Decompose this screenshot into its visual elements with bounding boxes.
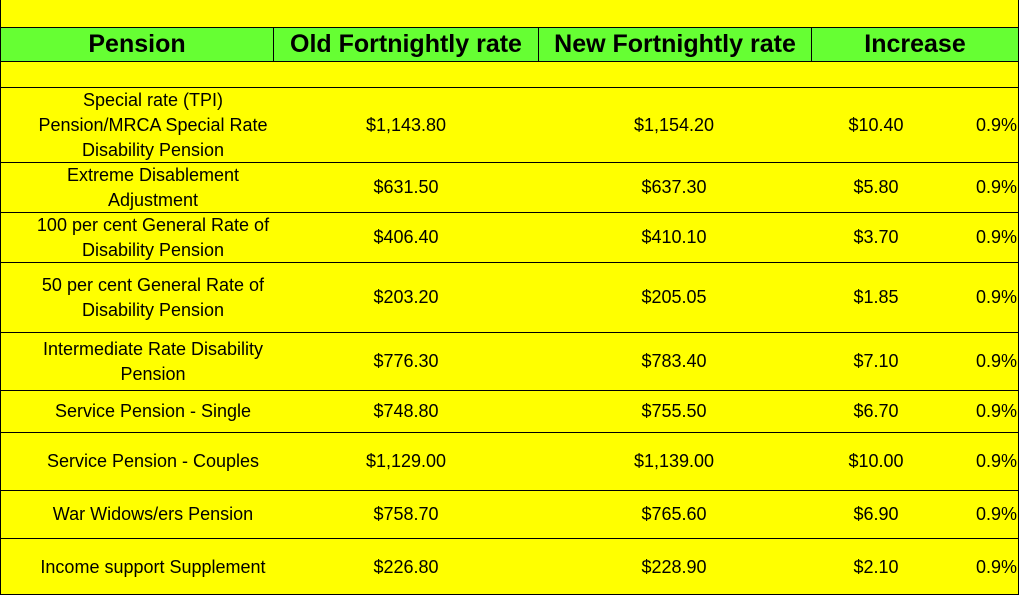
- new-rate-value: $637.30: [641, 177, 707, 197]
- new-rate-value: $205.05: [641, 287, 707, 307]
- increase-percent: 0.9%: [975, 114, 1017, 135]
- increase-value: $10.40: [848, 114, 904, 135]
- increase-percent: 0.9%: [975, 451, 1017, 471]
- header-old-rate: Old Fortnightly rate: [274, 28, 539, 61]
- pension-name: Extreme Disablement Adjustment: [66, 164, 240, 210]
- table-row: Service Pension - Couples $1,129.00 $1,1…: [1, 433, 1018, 491]
- pension-name: Income support Supplement: [40, 556, 266, 577]
- table-row: 100 per cent General Rate of Disability …: [1, 213, 1018, 263]
- table-row: War Widows/ers Pension $758.70 $765.60 $…: [1, 491, 1018, 539]
- header-new-rate: New Fortnightly rate: [539, 28, 812, 61]
- header-increase: Increase: [864, 30, 966, 58]
- new-rate-value: $1,154.20: [633, 114, 715, 135]
- increase-value: $7.10: [853, 351, 899, 371]
- new-rate-value: $410.10: [641, 227, 707, 247]
- blank-row: [1, 61, 1018, 88]
- table-row: 50 per cent General Rate of Disability P…: [1, 263, 1018, 333]
- pension-name: War Widows/ers Pension: [52, 504, 254, 524]
- increase-percent: 0.9%: [975, 556, 1017, 577]
- increase-percent: 0.9%: [975, 351, 1017, 371]
- table-body: Special rate (TPI) Pension/MRCA Special …: [1, 88, 1018, 595]
- increase-value: $3.70: [853, 227, 899, 247]
- old-rate-value: $748.80: [373, 401, 439, 421]
- increase-value: $6.70: [853, 401, 899, 421]
- old-rate-value: $406.40: [373, 227, 439, 247]
- new-rate-value: $765.60: [641, 504, 707, 524]
- increase-percent: 0.9%: [975, 504, 1017, 524]
- table-row: Income support Supplement $226.80 $228.9…: [1, 539, 1018, 595]
- pension-name: 100 per cent General Rate of Disability …: [36, 214, 270, 260]
- pension-name: Service Pension - Single: [54, 401, 252, 421]
- old-rate-value: $776.30: [373, 351, 439, 371]
- increase-value: $2.10: [853, 556, 899, 577]
- pension-name: Service Pension - Couples: [46, 451, 260, 471]
- old-rate-value: $1,143.80: [365, 114, 447, 135]
- increase-value: $5.80: [853, 177, 899, 197]
- table-row: Extreme Disablement Adjustment $631.50 $…: [1, 163, 1018, 213]
- increase-value: $6.90: [853, 504, 899, 524]
- old-rate-value: $226.80: [373, 556, 439, 577]
- new-rate-value: $783.40: [641, 351, 707, 371]
- increase-percent: 0.9%: [975, 401, 1017, 421]
- new-rate-value: $755.50: [641, 401, 707, 421]
- old-rate-value: $631.50: [373, 177, 439, 197]
- old-rate-value: $203.20: [373, 287, 439, 307]
- pension-name: 50 per cent General Rate of Disability P…: [41, 274, 265, 320]
- table-row: Intermediate Rate Disability Pension $77…: [1, 333, 1018, 391]
- header-pension: Pension: [1, 28, 274, 61]
- pension-name: Special rate (TPI) Pension/MRCA Special …: [38, 89, 268, 160]
- new-rate-value: $228.90: [641, 556, 707, 577]
- increase-percent: 0.9%: [975, 227, 1017, 247]
- increase-value: $10.00: [848, 451, 904, 471]
- old-rate-value: $758.70: [373, 504, 439, 524]
- increase-percent: 0.9%: [975, 177, 1017, 197]
- top-blank-row: [1, 0, 1018, 27]
- increase-percent: 0.9%: [975, 287, 1017, 307]
- old-rate-value: $1,129.00: [365, 451, 447, 471]
- table-row: Service Pension - Single $748.80 $755.50…: [1, 391, 1018, 433]
- new-rate-value: $1,139.00: [633, 451, 715, 471]
- increase-value: $1.85: [853, 287, 899, 307]
- pension-name: Intermediate Rate Disability Pension: [42, 338, 264, 384]
- table-row: Special rate (TPI) Pension/MRCA Special …: [1, 88, 1018, 163]
- table-header-row: Pension Old Fortnightly rate New Fortnig…: [1, 27, 1018, 62]
